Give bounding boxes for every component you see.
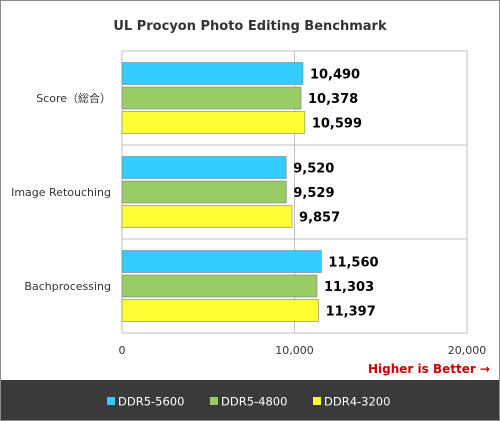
bar-ddr5-4800: [121, 180, 287, 204]
bar-value-label: 10,490: [310, 68, 360, 83]
bar-ddr5-4800: [121, 274, 318, 298]
legend-swatch: [210, 397, 218, 405]
bar-value-label: 11,397: [326, 305, 376, 320]
bar-chart: UL Procyon Photo Editing Benchmark 10,49…: [11, 19, 490, 376]
bar-value-label: 9,857: [299, 211, 340, 226]
legend-label: DDR5-5600: [118, 395, 184, 409]
legend-label: DDR4-3200: [324, 395, 390, 409]
legend: DDR5-5600 DDR5-4800 DDR4-3200: [1, 380, 499, 420]
bar-ddr5-4800: [121, 86, 302, 110]
bar-ddr5-5600: [121, 250, 322, 273]
legend-swatch: [107, 397, 115, 405]
chart-title: UL Procyon Photo Editing Benchmark: [113, 19, 387, 34]
x-tick-label: 0: [119, 344, 126, 357]
bar-ddr4-3200: [121, 111, 306, 134]
bar-ddr5-5600: [121, 62, 304, 85]
bar-value-label: 10,599: [312, 117, 362, 132]
category-label: Score（総合）: [36, 91, 111, 105]
x-tick-label: 10,000: [275, 344, 314, 357]
category-label: Bachprocessing: [24, 280, 111, 293]
higher-is-better-annotation: Higher is Better →: [368, 362, 490, 376]
legend-label: DDR5-4800: [221, 395, 287, 409]
legend-swatch: [313, 397, 321, 405]
bar-ddr4-3200: [121, 299, 319, 322]
bar-value-label: 10,378: [308, 92, 358, 107]
bar-ddr4-3200: [121, 205, 293, 228]
bar-value-label: 9,529: [293, 186, 334, 201]
category-label: Image Retouching: [11, 186, 111, 199]
bar-ddr5-5600: [121, 156, 287, 179]
bar-value-label: 11,560: [328, 256, 378, 271]
x-tick-label: 20,000: [448, 344, 487, 357]
bar-value-label: 9,520: [293, 162, 334, 177]
bar-value-label: 11,303: [324, 280, 374, 295]
